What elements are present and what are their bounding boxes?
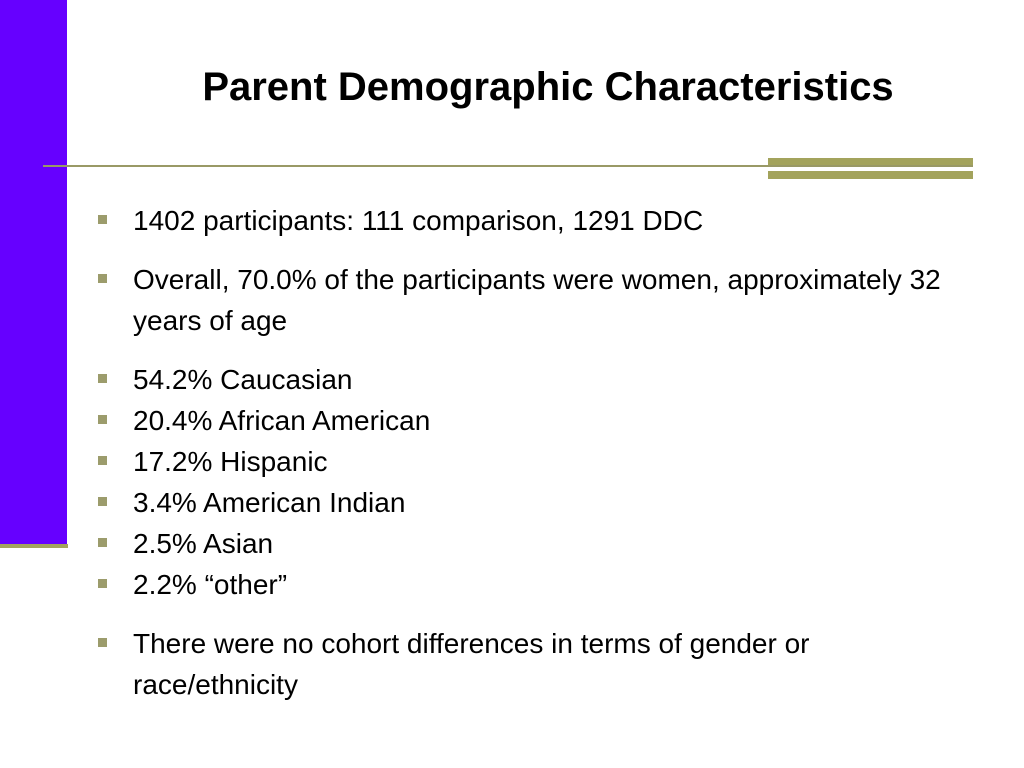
bullet-item-hispanic: 17.2% Hispanic xyxy=(96,441,976,482)
bullet-item-other: 2.2% “other” xyxy=(96,564,976,605)
square-bullet-icon xyxy=(98,579,107,588)
left-accent-underline xyxy=(0,544,68,548)
bullet-text: 54.2% Caucasian xyxy=(133,364,353,395)
bullet-item-women-age: Overall, 70.0% of the participants were … xyxy=(96,259,976,341)
bullet-text: 2.2% “other” xyxy=(133,569,288,600)
bullet-item-participants: 1402 participants: 111 comparison, 1291 … xyxy=(96,200,976,241)
left-accent-bar xyxy=(0,0,67,545)
square-bullet-icon xyxy=(98,274,107,283)
bullet-item-caucasian: 54.2% Caucasian xyxy=(96,359,976,400)
square-bullet-icon xyxy=(98,215,107,224)
square-bullet-icon xyxy=(98,638,107,647)
bullet-item-no-cohort-differences: There were no cohort differences in term… xyxy=(96,623,976,705)
bullet-text: 1402 participants: 111 comparison, 1291 … xyxy=(133,205,704,236)
square-bullet-icon xyxy=(98,374,107,383)
bullet-text: 17.2% Hispanic xyxy=(133,446,328,477)
bullet-text: 20.4% African American xyxy=(133,405,431,436)
square-bullet-icon xyxy=(98,538,107,547)
bullet-text: Overall, 70.0% of the participants were … xyxy=(133,264,941,336)
divider-accent-bottom xyxy=(768,171,973,179)
bullet-text: 3.4% American Indian xyxy=(133,487,406,518)
bullet-text: There were no cohort differences in term… xyxy=(133,628,810,700)
square-bullet-icon xyxy=(98,415,107,424)
title-divider-line xyxy=(43,165,973,167)
square-bullet-icon xyxy=(98,456,107,465)
bullet-list: 1402 participants: 111 comparison, 1291 … xyxy=(96,200,976,705)
divider-accent-top xyxy=(768,158,973,165)
bullet-item-asian: 2.5% Asian xyxy=(96,523,976,564)
slide-title: Parent Demographic Characteristics xyxy=(202,65,894,109)
bullet-item-african-american: 20.4% African American xyxy=(96,400,976,441)
bullet-text: 2.5% Asian xyxy=(133,528,274,559)
square-bullet-icon xyxy=(98,497,107,506)
bullet-item-american-indian: 3.4% American Indian xyxy=(96,482,976,523)
